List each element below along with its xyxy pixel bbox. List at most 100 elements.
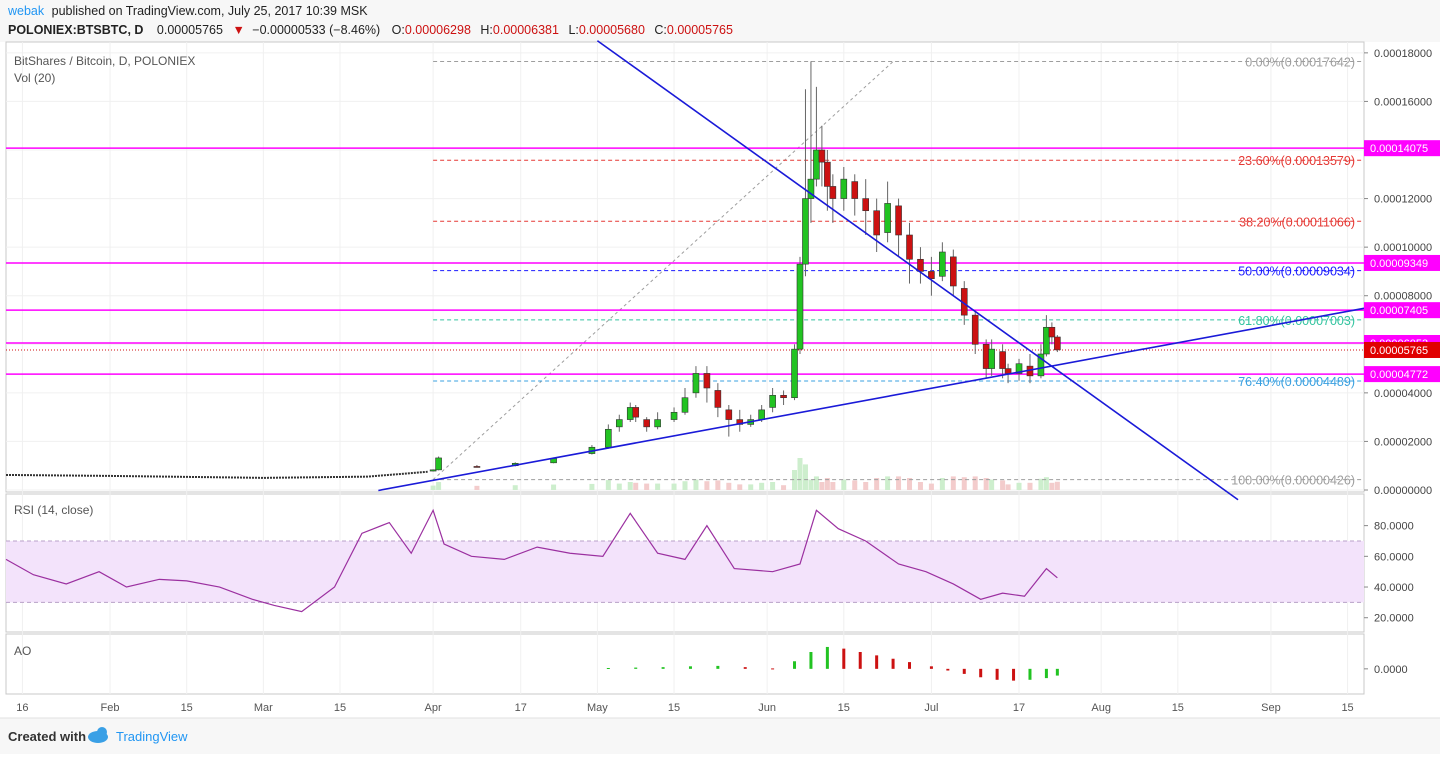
volume-bar <box>808 479 814 490</box>
candle-body <box>928 271 935 280</box>
x-tick-label: 15 <box>1341 702 1353 714</box>
publisher-name[interactable]: webak <box>7 4 45 18</box>
candle-body <box>982 343 990 369</box>
volume-bar <box>896 476 902 490</box>
candle-body <box>605 428 612 448</box>
y-tick-label: 0.00016000 <box>1374 96 1432 108</box>
open-value: 0.00006298 <box>405 23 471 37</box>
volume-legend: Vol (20) <box>14 71 55 85</box>
rsi-band <box>6 540 1364 603</box>
symbol: POLONIEX:BTSBTC, D <box>8 23 143 37</box>
trendline <box>378 307 1365 492</box>
y-tick-label: 0.00018000 <box>1374 48 1432 60</box>
fib-label: 76.40%(0.00004489) <box>1238 375 1355 389</box>
fib-label: 38.20%(0.00011066) <box>1239 215 1355 229</box>
tradingview-cloud-icon[interactable] <box>88 727 108 743</box>
volume-bar <box>671 483 677 490</box>
candle-body <box>1048 326 1056 338</box>
candle-body <box>791 348 798 399</box>
candle-body <box>829 186 837 199</box>
candle-body <box>429 469 437 472</box>
volume-bar <box>726 482 732 490</box>
ao-bar <box>716 665 720 669</box>
volume-bar <box>939 478 945 490</box>
candle-body <box>1037 353 1045 377</box>
x-tick-label: Jun <box>758 702 776 714</box>
candle-body <box>473 466 481 468</box>
fib-label: 100.00%(0.00000426) <box>1231 474 1355 488</box>
volume-bar <box>874 478 880 490</box>
price-tag <box>1364 341 1440 358</box>
volume-bar <box>644 483 650 490</box>
volume-bar <box>972 476 978 490</box>
y-tick-label: 0.00012000 <box>1374 194 1432 206</box>
candle-body <box>615 419 623 428</box>
candle-body <box>840 178 848 199</box>
candle-body <box>643 419 650 428</box>
candle-body <box>1054 336 1061 351</box>
volume-bar <box>863 482 869 490</box>
candle-body <box>703 373 711 389</box>
ao-bar <box>908 662 912 669</box>
x-tick-label: 17 <box>1013 702 1025 714</box>
ao-bar <box>858 652 862 669</box>
volume-bar <box>792 470 798 490</box>
volume-bar <box>474 485 480 490</box>
rsi-y-tick-label: 80.0000 <box>1374 521 1414 533</box>
rsi-legend: RSI (14, close) <box>14 503 93 517</box>
volume-bar <box>430 485 436 490</box>
volume-bar <box>693 479 699 490</box>
candle-body <box>681 397 689 413</box>
volume-bar <box>961 477 967 490</box>
y-tick-label: 0.00002000 <box>1374 436 1432 448</box>
candle-body <box>802 198 809 265</box>
x-tick-label: 15 <box>668 702 680 714</box>
x-tick-label: Aug <box>1091 702 1111 714</box>
volume-bar <box>928 483 934 490</box>
y-tick-label: 0.00004000 <box>1374 388 1432 400</box>
candle-body <box>692 373 700 394</box>
volume-bar <box>830 482 836 490</box>
volume-bar <box>813 476 819 490</box>
price-tag-label: 0.00005765 <box>1370 345 1428 357</box>
x-tick-label: 15 <box>181 702 193 714</box>
rsi-y-tick-label: 20.0000 <box>1374 613 1414 625</box>
fib-label: 23.60%(0.00013579) <box>1238 154 1355 168</box>
ao-bar <box>1012 668 1016 681</box>
x-tick-label: 15 <box>334 702 346 714</box>
x-tick-label: 15 <box>1172 702 1184 714</box>
last-price: 0.00005765 <box>157 23 223 37</box>
volume-bar <box>1016 482 1022 490</box>
high-value: 0.00006381 <box>493 23 559 37</box>
ao-bar <box>743 667 747 669</box>
x-tick-label: May <box>587 702 608 714</box>
price-tag-label: 0.00014075 <box>1370 143 1428 155</box>
tradingview-brand-link[interactable]: TradingView <box>116 729 188 744</box>
x-tick-label: 17 <box>515 702 527 714</box>
x-tick-label: Sep <box>1261 702 1281 714</box>
volume-bar <box>605 480 611 490</box>
ao-bar <box>1044 668 1048 679</box>
volume-bar <box>682 481 688 490</box>
fib-label: 50.00%(0.00009034) <box>1238 265 1355 279</box>
candle-body <box>626 407 634 420</box>
price-pane[interactable] <box>5 41 1365 493</box>
candle-body <box>884 203 891 233</box>
ao-pane[interactable] <box>5 633 1365 695</box>
candle-body <box>851 181 859 199</box>
candle-body <box>780 394 787 399</box>
y-tick-label: 0.00008000 <box>1374 291 1432 303</box>
price-change: −0.00000533 (−8.46%) <box>252 23 380 37</box>
published-text: published on TradingView.com, July 25, 2… <box>52 4 369 18</box>
pair-legend: BitShares / Bitcoin, D, POLONIEX <box>14 54 195 68</box>
volume-bar <box>1043 477 1049 490</box>
y-tick-label: 0.00010000 <box>1374 242 1432 254</box>
created-with-label: Created with <box>8 729 86 744</box>
ao-bar <box>634 667 638 669</box>
volume-bar <box>759 482 765 490</box>
x-tick-label: Jul <box>924 702 938 714</box>
x-tick-label: Apr <box>425 702 442 714</box>
price-tag <box>1364 366 1440 383</box>
price-tag-label: 0.00007405 <box>1370 305 1428 317</box>
